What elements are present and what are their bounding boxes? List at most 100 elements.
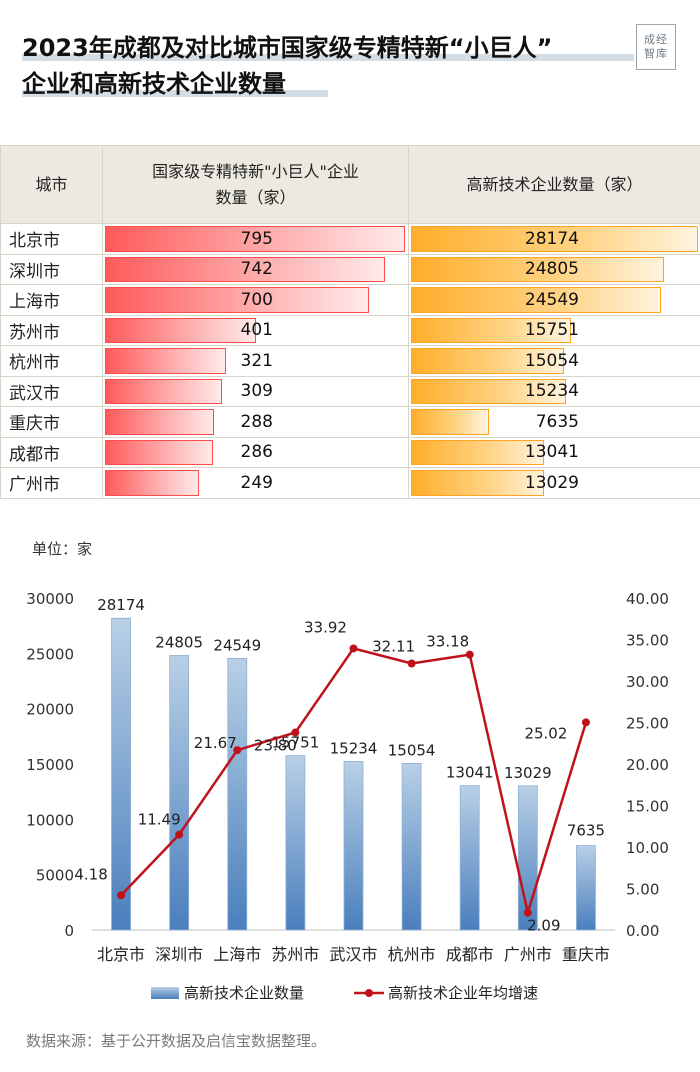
- right-axis-tick: 5.00: [626, 881, 659, 899]
- header-little-giant: 国家级专精特新"小巨人"企业 数量（家）: [102, 145, 409, 224]
- left-axis-tick: 15000: [26, 756, 74, 774]
- header-city: 城市: [0, 145, 103, 224]
- logo: 成经 智库: [636, 24, 676, 70]
- cell-little-giant: 249: [102, 467, 409, 499]
- growth-point: [291, 728, 300, 737]
- growth-point: [465, 650, 474, 659]
- data-table: 城市 国家级专精特新"小巨人"企业 数量（家） 高新技术企业数量（家） 北京市 7…: [0, 145, 700, 499]
- cell-little-giant: 309: [102, 375, 409, 407]
- combo-chart: 0 5000 10000 15000 20000 25000 30000 0.00 5.00 10…: [26, 590, 669, 1002]
- little-giant-bar: [105, 256, 385, 282]
- little-giant-bar: [105, 470, 199, 496]
- bar: [576, 845, 596, 931]
- cell-city: 北京市: [0, 223, 103, 255]
- high-tech-bar: [411, 409, 489, 435]
- little-giant-value: 249: [240, 472, 273, 493]
- cell-city: 广州市: [0, 467, 103, 499]
- table-row: 上海市 700 24549: [0, 284, 700, 316]
- legend-bar-label: 高新技术企业数量: [184, 984, 304, 1002]
- category-label: 成都市: [446, 945, 494, 964]
- growth-point: [523, 908, 532, 917]
- cell-city: 杭州市: [0, 345, 103, 377]
- cell-high-tech: 13041: [408, 436, 700, 468]
- growth-value-label: 11.49: [138, 811, 181, 829]
- left-axis-tick: 0: [64, 922, 74, 940]
- table-row: 北京市 795 28174: [0, 223, 700, 255]
- little-giant-value: 309: [240, 381, 273, 402]
- little-giant-bar: [105, 409, 214, 435]
- category-label: 苏州市: [271, 945, 319, 964]
- right-axis-tick: 20.00: [626, 756, 669, 774]
- cell-city: 上海市: [0, 284, 103, 316]
- little-giant-bar: [105, 287, 370, 313]
- table-row: 苏州市 401 15751: [0, 314, 700, 346]
- high-tech-value: 28174: [524, 228, 579, 249]
- cell-little-giant: 742: [102, 253, 409, 285]
- category-label: 重庆市: [562, 945, 610, 964]
- high-tech-bar: [411, 348, 565, 374]
- title-line-1: 2023年成都及对比城市国家级专精特新“小巨人”: [22, 30, 634, 66]
- little-giant-value: 795: [240, 228, 273, 249]
- header-high-tech: 高新技术企业数量（家）: [408, 145, 700, 224]
- table-row: 杭州市 321 15054: [0, 345, 700, 377]
- cell-high-tech: 15054: [408, 345, 700, 377]
- little-giant-bar: [105, 226, 405, 252]
- chart-unit: 单位：家: [32, 540, 93, 558]
- cell-city: 苏州市: [0, 314, 103, 346]
- category-label: 武汉市: [329, 945, 377, 964]
- high-tech-value: 15751: [524, 320, 579, 341]
- left-axis-tick: 20000: [26, 701, 74, 719]
- high-tech-value: 24549: [524, 289, 579, 310]
- high-tech-bar: [411, 256, 664, 282]
- title-line-2: 企业和高新技术企业数量: [22, 66, 622, 102]
- bar: [227, 657, 248, 931]
- growth-value-label: 23.80: [254, 736, 297, 754]
- bar-value-label: 24549: [213, 636, 261, 654]
- bar-value-label: 15054: [388, 741, 436, 759]
- cell-high-tech: 15751: [408, 314, 700, 346]
- category-label: 广州市: [504, 945, 552, 964]
- cell-little-giant: 795: [102, 223, 409, 255]
- high-tech-value: 24805: [524, 259, 579, 280]
- right-axis-tick: 40.00: [626, 590, 669, 608]
- high-tech-value: 15054: [524, 350, 579, 371]
- bar-value-label: 13041: [446, 764, 494, 782]
- growth-point: [581, 718, 590, 727]
- cell-city: 深圳市: [0, 253, 103, 285]
- cell-little-giant: 700: [102, 284, 409, 316]
- growth-value-label: 32.11: [372, 637, 415, 655]
- left-axis-tick: 5000: [36, 867, 74, 885]
- source-note: 数据来源：基于公开数据及启信宝数据整理。: [26, 1032, 327, 1050]
- growth-point: [407, 659, 416, 668]
- high-tech-value: 15234: [524, 381, 579, 402]
- table-row: 广州市 249 13029: [0, 467, 700, 499]
- category-label: 杭州市: [388, 945, 436, 964]
- little-giant-bar: [105, 439, 213, 465]
- growth-value-label: 21.67: [194, 734, 237, 752]
- bar-value-label: 15751: [272, 734, 320, 752]
- cell-high-tech: 24549: [408, 284, 700, 316]
- legend-line-label: 高新技术企业年均增速: [388, 984, 538, 1002]
- bar-value-label: 15234: [330, 739, 378, 757]
- bar-value-label: 13029: [504, 764, 552, 782]
- growth-value-label: 25.02: [524, 724, 567, 742]
- table-row: 武汉市 309 15234: [0, 375, 700, 407]
- right-axis-tick: 0.00: [626, 922, 659, 940]
- high-tech-bar: [411, 378, 567, 404]
- high-tech-value: 13029: [524, 472, 579, 493]
- cell-high-tech: 15234: [408, 375, 700, 407]
- bar: [111, 617, 131, 931]
- little-giant-bar: [105, 317, 257, 343]
- cell-city: 重庆市: [0, 406, 103, 438]
- bar-value-label: 24805: [155, 633, 203, 651]
- little-giant-value: 401: [240, 320, 273, 341]
- legend-bar-swatch: [151, 987, 179, 999]
- little-giant-value: 742: [240, 259, 273, 280]
- page-title: 2023年成都及对比城市国家级专精特新“小巨人” 企业和高新技术企业数量: [22, 30, 634, 102]
- high-tech-value: 13041: [524, 442, 579, 463]
- right-axis-tick: 30.00: [626, 673, 669, 691]
- growth-point: [117, 891, 126, 900]
- cell-little-giant: 401: [102, 314, 409, 346]
- table-row: 重庆市 288 7635: [0, 406, 700, 438]
- high-tech-value: 7635: [535, 411, 579, 432]
